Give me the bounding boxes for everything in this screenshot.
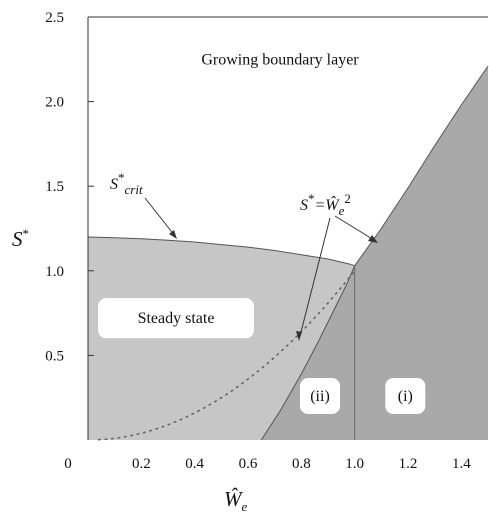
x-tick-label: 0.4	[185, 456, 204, 472]
x-tick-label: 1.2	[399, 456, 418, 472]
y-tick-label: 1.0	[45, 264, 64, 280]
region-label-steady: Steady state	[138, 310, 215, 327]
y-tick-label: 2.0	[45, 95, 64, 111]
region-label-i: (i)	[398, 388, 413, 405]
region-label-growing: Growing boundary layer	[201, 51, 359, 68]
region-label-ii: (ii)	[310, 388, 330, 405]
x-tick-label: 1.4	[452, 456, 471, 472]
x-tick-label: 0.8	[292, 456, 311, 472]
x-tick-label: 0.2	[132, 456, 151, 472]
y-tick-label: 1.5	[45, 179, 64, 195]
x-tick-label: 0.6	[239, 456, 258, 472]
x-tick-label: 1.0	[345, 456, 364, 472]
y-tick-label: 0.5	[45, 348, 64, 364]
x-tick-label: 0	[64, 456, 72, 472]
y-tick-label: 2.5	[45, 10, 64, 26]
